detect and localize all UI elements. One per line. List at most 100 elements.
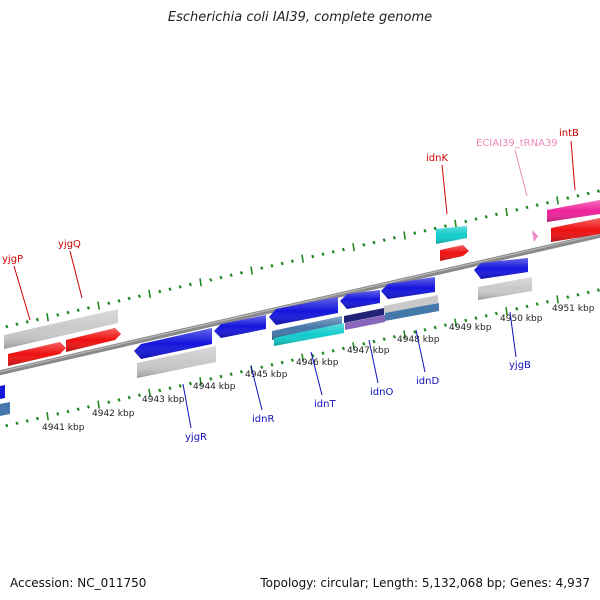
reverse-tick-mark <box>331 348 335 353</box>
forward-tick-mark <box>86 306 91 310</box>
reverse-tick-mark <box>15 421 19 426</box>
gene-left-fragment-steel[interactable] <box>0 402 10 416</box>
forward-tick-mark <box>280 261 284 266</box>
reverse-tick-mark <box>464 318 468 323</box>
forward-tick-mark <box>331 249 335 254</box>
forward-tick-mark <box>199 278 202 287</box>
label-yjgR[interactable]: yjgR <box>185 432 207 443</box>
forward-tick-mark <box>454 219 457 228</box>
forward-tick-mark <box>158 289 162 294</box>
reverse-tick-mark <box>219 374 223 379</box>
reverse-genes <box>0 258 532 416</box>
forward-tick-mark <box>505 207 508 217</box>
tick-label-4945: 4945 kbp <box>245 370 288 380</box>
forward-tick-mark <box>372 240 376 245</box>
reverse-tick-mark <box>168 386 172 391</box>
gene-idnD-steel[interactable] <box>385 303 439 321</box>
reverse-tick-mark <box>321 351 325 356</box>
reverse-tick-mark <box>127 395 131 400</box>
reverse-tick-mark <box>25 419 29 423</box>
reverse-tick-mark <box>270 362 274 367</box>
forward-tick-mark <box>76 308 80 313</box>
forward-tick-mark <box>362 242 366 247</box>
reverse-tick-mark <box>260 365 264 370</box>
reverse-tick-mark <box>372 339 376 344</box>
forward-tick-mark <box>545 200 550 205</box>
forward-tick-mark <box>97 301 100 310</box>
forward-tick-mark <box>382 238 386 242</box>
gene-idnD-pseudo[interactable] <box>384 295 438 314</box>
reverse-tick-mark <box>403 330 406 339</box>
label-idnR[interactable]: idnR <box>252 414 274 425</box>
reverse-tick-mark <box>566 295 570 299</box>
forward-tick-mark <box>566 196 570 200</box>
forward-tick-mark <box>148 289 151 299</box>
reverse-tick-mark <box>556 295 559 304</box>
forward-tick-mark <box>56 313 60 317</box>
forward-tick-mark <box>403 231 406 240</box>
reverse-tick-mark <box>341 346 346 351</box>
genome-summary-text: Topology: circular; Length: 5,132,068 bp… <box>260 576 590 590</box>
label-idnO[interactable]: idnO <box>370 387 393 398</box>
reverse-tick-mark <box>86 405 91 409</box>
label-yjgB[interactable]: yjgB <box>509 360 531 371</box>
label-idnT[interactable]: idnT <box>314 399 336 410</box>
forward-tick-mark <box>433 226 437 231</box>
forward-tick-mark <box>15 322 19 327</box>
forward-tick-mark <box>66 310 70 315</box>
label-ECIAI39_tRNA39[interactable]: ECIAI39_tRNA39 <box>476 138 558 149</box>
reverse-tick-mark <box>474 316 478 320</box>
reverse-tick-mark <box>454 318 457 327</box>
forward-tick-mark <box>535 203 539 207</box>
tick-label-4942: 4942 kbp <box>92 409 135 419</box>
forward-tick-mark <box>5 324 9 329</box>
forward-tick-mark <box>117 299 121 303</box>
gene-left-fragment[interactable] <box>0 385 5 399</box>
forward-tick-mark <box>311 254 315 259</box>
label-idnD[interactable]: idnD <box>416 376 439 387</box>
label-idnK[interactable]: idnK <box>426 153 448 164</box>
forward-tick-mark <box>229 273 233 278</box>
tick-label-4949: 4949 kbp <box>449 323 492 333</box>
forward-tick-mark <box>290 259 295 264</box>
reverse-tick-mark <box>280 360 284 365</box>
gene-idnO-lavender[interactable] <box>345 315 385 330</box>
gene-ECIAI39_tRNA39[interactable] <box>532 230 538 242</box>
forward-tick-mark <box>107 301 111 306</box>
reverse-tick-mark <box>515 306 519 311</box>
label-yjgQ[interactable]: yjgQ <box>58 239 81 250</box>
forward-tick-mark <box>494 212 499 217</box>
reverse-tick-mark <box>229 372 233 377</box>
label-yjgP[interactable]: yjgP <box>2 254 23 265</box>
forward-tick-mark <box>168 287 172 292</box>
reverse-tick-mark <box>97 400 100 409</box>
gene-idnO-navy[interactable] <box>344 308 384 323</box>
forward-tick-mark <box>392 235 397 240</box>
reverse-tick-mark <box>5 423 9 428</box>
reverse-tick-mark <box>505 306 508 316</box>
label-intB[interactable]: intB <box>559 128 579 139</box>
reverse-tick-mark <box>107 400 111 405</box>
forward-tick-mark <box>188 282 193 287</box>
reverse-tick-mark <box>433 325 437 330</box>
genome-axis <box>0 232 600 376</box>
forward-tick-mark <box>423 228 427 233</box>
tick-label-4951: 4951 kbp <box>552 304 595 314</box>
forward-tick-mark <box>239 270 244 275</box>
reverse-tick-row <box>5 288 600 428</box>
reverse-tick-mark <box>117 398 121 402</box>
reverse-tick-mark <box>239 369 244 374</box>
forward-genes <box>4 200 600 366</box>
reverse-tick-mark <box>352 342 355 351</box>
forward-tick-mark <box>270 263 274 268</box>
forward-tick-mark <box>127 296 131 301</box>
tick-label-4944: 4944 kbp <box>193 382 236 392</box>
forward-tick-mark <box>178 285 182 289</box>
reverse-tick-mark <box>46 412 49 421</box>
reverse-tick-mark <box>443 323 448 327</box>
tick-label-4946: 4946 kbp <box>296 358 339 368</box>
reverse-tick-mark <box>382 337 386 341</box>
reverse-tick-mark <box>158 388 162 393</box>
reverse-tick-mark <box>148 388 151 398</box>
